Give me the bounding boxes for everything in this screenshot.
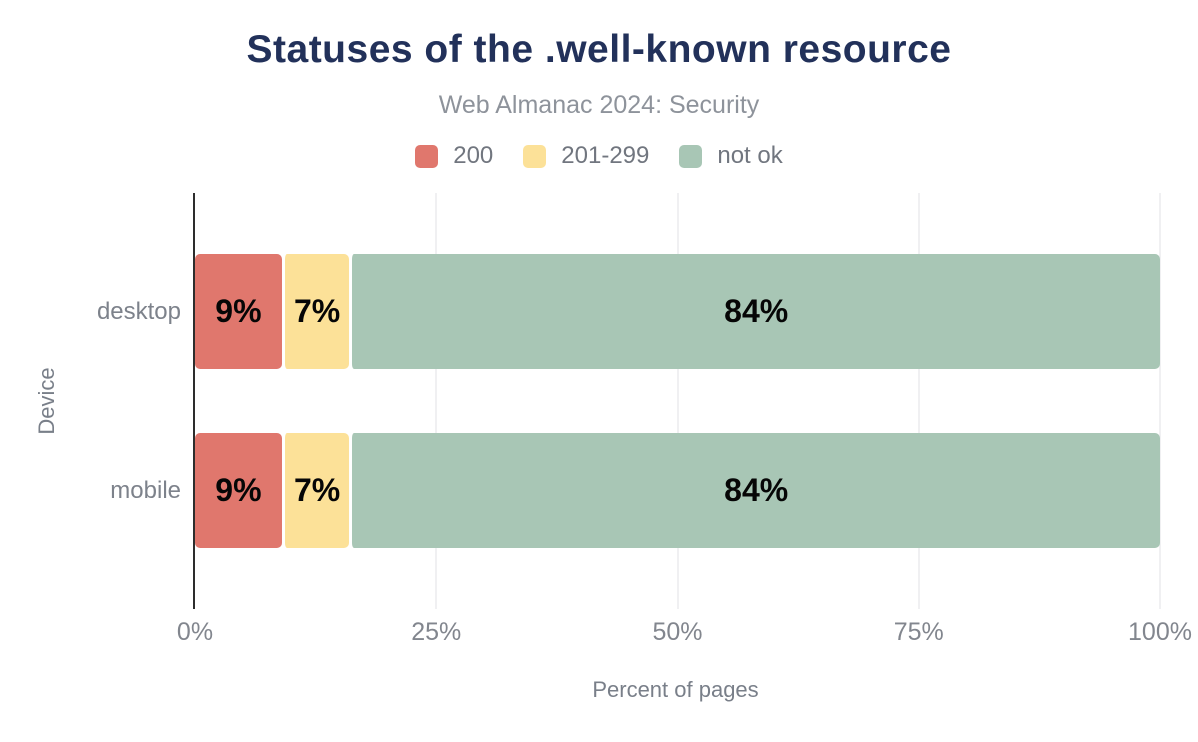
chart-title: Statuses of the .well-known resource [246,28,952,71]
legend-swatch [523,144,547,168]
legend-item-200: 200 [415,142,493,170]
x-tick-label: 100% [1128,618,1192,646]
bar-value-label: 84% [724,472,789,508]
bar-segment-201-299: 7% [281,433,350,548]
legend-swatch [679,144,703,168]
legend-label: 201-299 [561,142,650,169]
legend-item-not ok: not ok [679,142,783,170]
bar-value-label: 9% [215,472,262,508]
category-label-mobile: mobile [110,476,181,504]
bar-value-label: 84% [724,293,789,329]
chart-subtitle: Web Almanac 2024: Security [438,91,760,119]
x-tick-label: 75% [893,618,944,646]
x-tick-label: 25% [411,618,462,646]
x-axis-title: Percent of pages [592,677,759,702]
legend: 200 201-299 not ok [0,142,1198,170]
bar-row-desktop: 9% 7% 84% [195,254,1160,369]
bar-segment-201-299: 7% [281,254,350,369]
y-axis-title: Device [34,367,59,435]
bar-segment-200: 9% [195,254,282,369]
gridline [917,193,920,609]
legend-label: not ok [717,142,783,169]
bar-value-label: 7% [293,293,341,329]
gridline [1159,193,1161,609]
x-tick-label: 0% [176,618,214,646]
legend-item-201-299: 201-299 [523,142,649,170]
bar-value-label: 9% [215,293,262,329]
bar-segment-200: 9% [195,433,282,548]
gridline [676,193,679,609]
plot-area: 9% 7% 84% desktop 9% 7% 84% mobile 0% 25% 50% 75% 10… [97,193,1192,646]
bar-segment-not ok: 84% [349,433,1160,548]
legend-swatch [415,144,439,168]
bar-segment-not ok: 84% [349,254,1160,369]
category-label-desktop: desktop [96,297,181,325]
x-tick-label: 50% [652,618,703,646]
bar-row-mobile: 9% 7% 84% [195,433,1160,548]
gridline [435,193,438,609]
bar-value-label: 7% [293,472,341,508]
legend-label: 200 [453,142,494,169]
